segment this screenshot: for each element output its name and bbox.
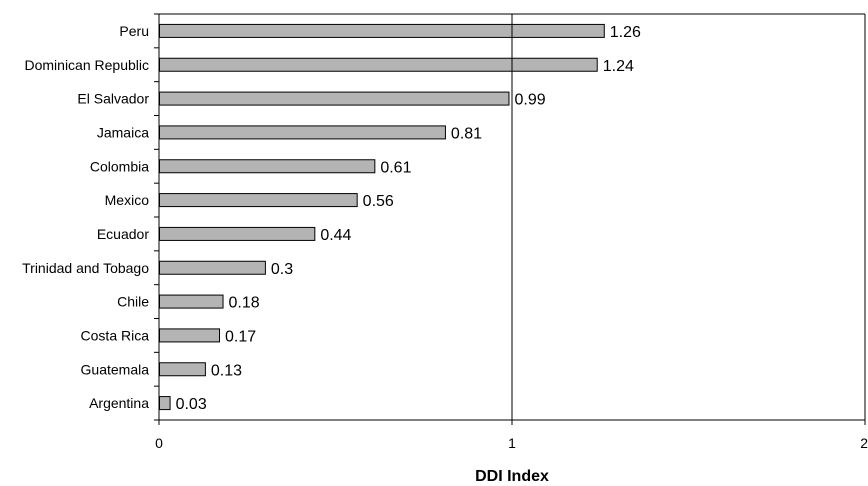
x-tick-label: 2 — [860, 435, 868, 451]
bar — [159, 226, 316, 241]
bar — [159, 362, 206, 377]
category-label: Argentina — [89, 395, 149, 411]
x-axis-title: DDI Index — [475, 468, 549, 485]
category-label: Jamaica — [97, 124, 149, 140]
data-label: 0.13 — [211, 362, 242, 379]
category-label: Mexico — [105, 192, 150, 208]
bar — [159, 260, 266, 275]
bar — [159, 57, 598, 72]
bar — [159, 294, 224, 309]
category-label: El Salvador — [77, 91, 149, 107]
data-label: 0.3 — [271, 261, 293, 278]
data-label: 1.24 — [603, 58, 634, 75]
category-label: Chile — [117, 294, 149, 310]
data-label: 0.56 — [363, 193, 394, 210]
bar — [159, 193, 358, 208]
category-label: Dominican Republic — [24, 57, 149, 73]
axes-group: 0 1 2 — [154, 13, 868, 451]
x-tick-label: 0 — [155, 435, 163, 451]
data-label: 0.17 — [225, 328, 256, 345]
data-label: 1.26 — [610, 24, 641, 41]
category-label: Ecuador — [97, 226, 149, 242]
bars-group — [159, 23, 605, 411]
data-label: 0.18 — [229, 295, 260, 312]
labels-group: Peru 1.26 Dominican Republic 1.24 El Salvado… — [22, 23, 641, 413]
bar — [159, 159, 376, 174]
data-label: 0.61 — [380, 159, 411, 176]
category-label: Guatemala — [81, 361, 150, 377]
bar — [159, 396, 171, 411]
bar — [159, 328, 221, 343]
category-label: Costa Rica — [81, 327, 150, 343]
category-label: Colombia — [90, 158, 149, 174]
bar — [159, 23, 605, 38]
data-label: 0.03 — [176, 396, 207, 413]
data-label: 0.81 — [451, 125, 482, 142]
x-tick-label: 1 — [508, 435, 516, 451]
data-label: 0.99 — [514, 92, 545, 109]
bar — [159, 91, 510, 106]
bar — [159, 125, 446, 140]
category-label: Peru — [119, 23, 149, 39]
data-label: 0.44 — [320, 227, 351, 244]
category-label: Trinidad and Tobago — [22, 260, 149, 276]
